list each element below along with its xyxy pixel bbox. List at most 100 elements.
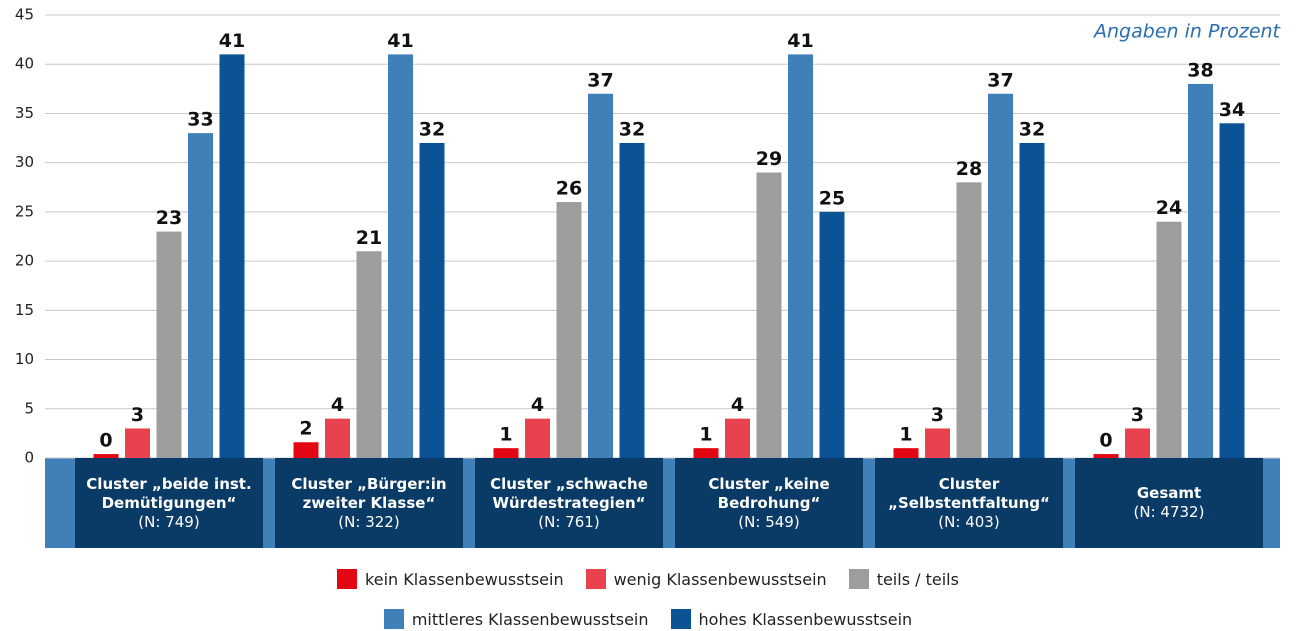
data-label: 3 <box>1131 404 1144 426</box>
data-label: 25 <box>819 187 845 209</box>
x-category: Cluster „Bürger:in zweiter Klasse“ (N: 32… <box>275 458 463 548</box>
legend: mittleres Klassenbewusstsein hohes Klasse… <box>0 609 1296 629</box>
legend-item: mittleres Klassenbewusstsein <box>383 609 649 629</box>
legend-item: hohes Klassenbewusstsein <box>670 609 913 629</box>
annotation: Angaben in Prozent <box>1092 21 1282 43</box>
data-label: 26 <box>556 178 582 200</box>
x-tick-label: Cluster „Selbstentfaltung“ <box>888 474 1050 512</box>
data-label: 32 <box>619 118 645 140</box>
data-label: 41 <box>219 30 245 52</box>
x-tick-note: (N: 549) <box>738 512 800 531</box>
data-label: 2 <box>299 418 312 440</box>
legend-item: kein Klassenbewusstsein <box>337 569 564 589</box>
bar <box>1125 428 1150 458</box>
bar <box>925 428 950 458</box>
bar <box>1019 142 1045 458</box>
data-label: 24 <box>1156 197 1182 219</box>
data-label: 29 <box>756 148 782 170</box>
bar <box>219 54 245 458</box>
y-tick-label: 45 <box>15 6 34 24</box>
data-label: 41 <box>787 30 813 52</box>
data-label: 23 <box>156 207 182 229</box>
data-label: 38 <box>1187 59 1213 81</box>
data-label: 1 <box>499 424 512 446</box>
legend-swatch <box>337 569 358 589</box>
bar <box>493 448 519 458</box>
y-tick-label: 15 <box>15 301 34 319</box>
data-label: 0 <box>99 430 112 452</box>
data-label: 0 <box>1099 430 1112 452</box>
x-tick-note: (N: 322) <box>338 512 400 531</box>
bar <box>1188 83 1213 459</box>
x-category: Cluster „schwache Würdestrategien“ (N: 76… <box>475 458 663 548</box>
bar <box>588 93 613 458</box>
data-label: 32 <box>1019 118 1045 140</box>
x-tick-note: (N: 749) <box>138 512 200 531</box>
x-tick-label: Cluster „Bürger:in zweiter Klasse“ <box>291 474 447 512</box>
data-label: 1 <box>699 424 712 446</box>
x-category: Cluster „keine Bedrohung“ (N: 549) <box>675 458 863 548</box>
y-tick-label: 35 <box>15 104 34 122</box>
data-label: 28 <box>956 158 982 180</box>
x-category: Gesamt (N: 4732) <box>1075 458 1263 548</box>
x-tick-note: (N: 4732) <box>1133 503 1205 521</box>
legend-swatch <box>670 609 691 629</box>
bar <box>819 211 845 458</box>
legend-label: teils / teils <box>876 569 959 589</box>
data-label: 1 <box>899 424 912 446</box>
x-tick-label: Cluster „schwache Würdestrategien“ <box>490 474 648 512</box>
data-label: 21 <box>356 227 382 249</box>
x-tick-note: (N: 403) <box>938 512 1000 531</box>
legend-label: mittleres Klassenbewusstsein <box>411 609 649 629</box>
data-label: 3 <box>131 404 144 426</box>
data-label: 4 <box>531 394 544 416</box>
bar <box>356 251 382 458</box>
bar <box>988 93 1013 458</box>
x-tick-label: Cluster „keine Bedrohung“ <box>708 474 830 512</box>
legend-item: teils / teils <box>848 569 959 589</box>
legend-label: hohes Klassenbewusstsein <box>698 609 913 629</box>
legend-label: wenig Klassenbewusstsein <box>613 569 827 589</box>
legend-swatch <box>848 569 869 589</box>
bar <box>293 442 319 458</box>
data-label: 32 <box>419 118 445 140</box>
x-category: Cluster „Selbstentfaltung“ (N: 403) <box>875 458 1063 548</box>
bar <box>756 172 782 458</box>
bar <box>125 428 150 458</box>
bar <box>556 202 582 458</box>
y-tick-label: 10 <box>15 350 34 368</box>
bar <box>956 182 982 458</box>
bar <box>725 418 750 458</box>
data-label: 3 <box>931 404 944 426</box>
y-tick-label: 5 <box>24 399 34 417</box>
data-label: 37 <box>587 69 613 91</box>
y-tick-label: 30 <box>15 153 34 171</box>
x-category: Cluster „beide inst. Demütigungen“ (N: 74… <box>75 458 263 548</box>
x-tick-label: Gesamt <box>1136 484 1202 502</box>
bar <box>419 142 445 458</box>
data-label: 41 <box>387 30 413 52</box>
data-label: 4 <box>331 394 344 416</box>
legend-label: kein Klassenbewusstsein <box>365 569 564 589</box>
bar <box>1093 454 1119 458</box>
data-label: 33 <box>187 109 213 131</box>
bar <box>893 448 919 458</box>
legend-swatch <box>383 609 404 629</box>
bar <box>693 448 719 458</box>
y-tick-label: 20 <box>15 252 34 270</box>
bar <box>1219 123 1245 459</box>
bar <box>156 231 182 458</box>
y-tick-label: 40 <box>15 55 34 73</box>
data-label: 4 <box>731 394 744 416</box>
x-tick-label: Cluster „beide inst. Demütigungen“ <box>86 474 252 512</box>
bar <box>1156 221 1182 458</box>
bar <box>388 54 413 458</box>
legend-swatch <box>585 569 606 589</box>
bar <box>788 54 813 458</box>
bar <box>188 133 213 458</box>
bar <box>325 418 350 458</box>
bar <box>619 142 645 458</box>
bar <box>93 454 119 458</box>
